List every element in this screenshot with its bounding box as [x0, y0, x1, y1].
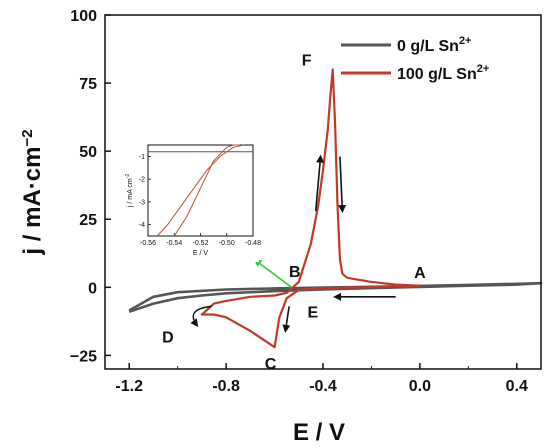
point-label-e: E [307, 304, 318, 321]
x-tick-label: -1.2 [115, 378, 143, 395]
y-tick-label: −25 [70, 348, 97, 365]
inset-y-axis-title: j / mA cm-2 [125, 174, 134, 208]
legend-label-main: 100 g/L Sn [397, 66, 477, 83]
direction-arrow-icon [338, 156, 347, 214]
green-arrow-icon [253, 258, 292, 288]
direction-arrow-icon [314, 154, 325, 212]
inset-x-tick-label: -0.52 [193, 240, 209, 247]
point-label-c: C [265, 356, 277, 373]
x-tick-label: -0.8 [212, 378, 240, 395]
point-label-f: F [302, 52, 312, 69]
legend-label-main: 0 g/L Sn [397, 38, 459, 55]
y-tick-label: 75 [79, 76, 97, 93]
x-tick-label: 0.4 [506, 378, 528, 395]
inset-x-axis-title: E / V [193, 250, 209, 257]
x-tick-label: -0.4 [309, 378, 337, 395]
legend-label-sup: 2+ [477, 63, 490, 75]
inset-series-line-2 [173, 144, 240, 237]
inset-series-line-1 [156, 144, 244, 237]
y-axis-title: j / mA·cm−2 [19, 129, 46, 255]
inset-y-axis-title-sup: -2 [125, 174, 131, 179]
inset-y-tick-label: -1 [139, 154, 145, 161]
inset-y-tick-label: -2 [139, 177, 145, 184]
point-label-b: B [289, 264, 301, 281]
y-tick-label: 25 [79, 212, 97, 229]
series-line-1 [200, 68, 420, 349]
y-axis-title-main: j / mA·cm [19, 147, 46, 256]
inset-y-tick-label: -3 [139, 199, 145, 206]
legend: 0 g/L Sn2+100 g/L Sn2+ [341, 35, 489, 83]
direction-arrow-icon [282, 306, 291, 333]
legend-label: 0 g/L Sn2+ [397, 35, 471, 55]
y-tick-label: 0 [88, 280, 97, 297]
inset-x-tick-label: -0.54 [166, 240, 182, 247]
direction-arrow-icon [190, 305, 212, 328]
y-tick-label: 100 [70, 8, 97, 25]
point-label-d: D [162, 330, 174, 347]
x-tick-label: 0.0 [409, 378, 431, 395]
point-label-a: A [414, 265, 426, 282]
legend-label: 100 g/L Sn2+ [397, 63, 489, 83]
y-tick-label: 50 [79, 144, 97, 161]
series-line-0 [128, 281, 543, 314]
inset-y-axis-title-main: j / mA cm [127, 178, 134, 208]
inset-x-tick-label: -0.50 [219, 240, 235, 247]
inset-x-tick-label: -0.56 [140, 240, 156, 247]
legend-label-sup: 2+ [459, 35, 472, 47]
y-axis-title-sup: −2 [19, 129, 36, 146]
inset-y-tick-label: -4 [139, 222, 145, 229]
x-axis-title: E / V [293, 419, 345, 446]
inset-background [118, 139, 259, 262]
inset-x-tick-label: -0.48 [245, 240, 261, 247]
